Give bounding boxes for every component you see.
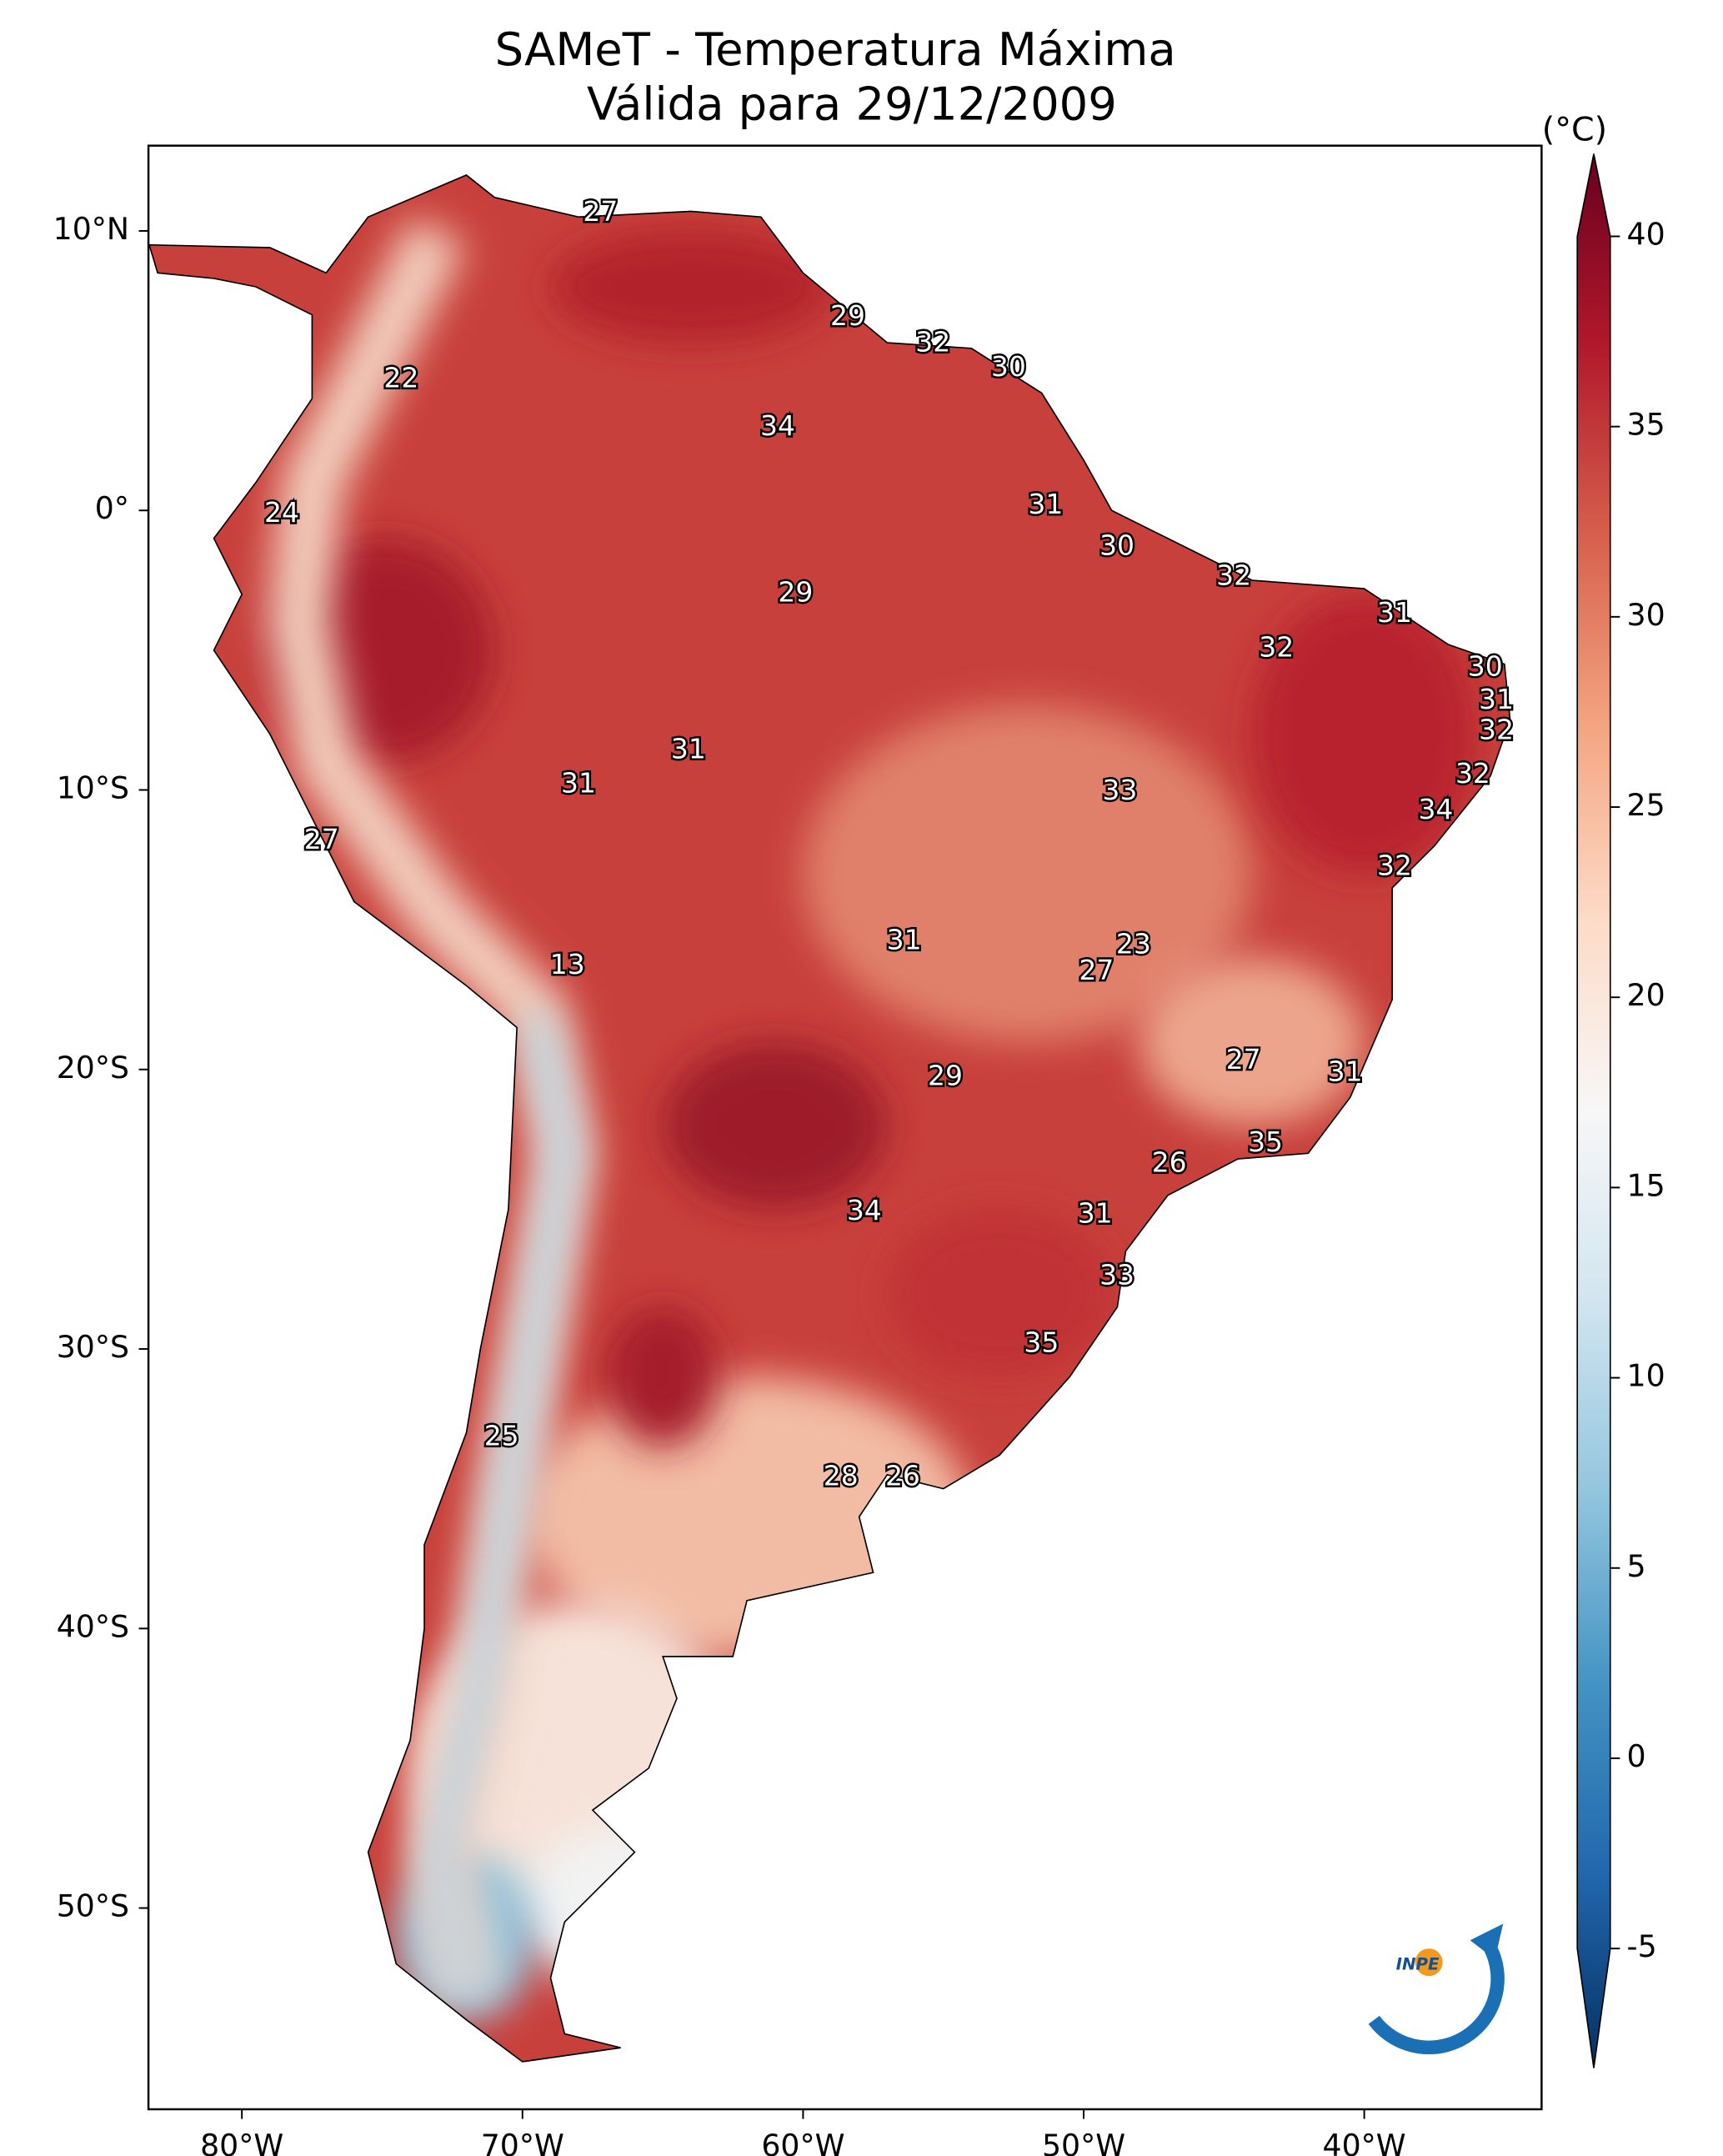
station-label: 29 [830,299,865,332]
station-label: 31 [1028,488,1063,520]
temperature-patch [1139,957,1365,1126]
colorbar-tick-label: 0 [1627,1738,1646,1774]
temperature-patch [803,705,1252,1043]
logo-arrow [1470,1923,1504,1960]
colorbar-body [1576,153,1611,2068]
station-label: 33 [1102,774,1137,806]
station-label: 23 [1116,927,1151,960]
temperature-patch [522,1823,748,1993]
x-tick-label: 40°W [1323,2128,1406,2156]
y-tick-label: 30°S [57,1329,129,1365]
station-label: 31 [1328,1055,1363,1088]
temperature-patch [1251,594,1477,875]
station-label: 32 [1377,850,1412,882]
station-label: 27 [1079,954,1114,986]
title-line: Válida para 29/12/2009 [587,78,1117,131]
x-tick-label: 60°W [761,2128,844,2156]
station-label: 25 [484,1420,519,1452]
station-label: 29 [778,576,813,609]
colorbar-tick-label: 5 [1627,1548,1646,1584]
station-label: 13 [550,948,585,980]
colorbar-tick-label: 10 [1627,1358,1665,1394]
station-label: 31 [887,924,922,956]
temperature-patch [550,230,832,343]
station-label: 26 [1152,1146,1187,1179]
y-tick-label: 10°S [57,770,129,805]
colorbar-tick-label: 15 [1627,1167,1665,1203]
station-label: 31 [1377,596,1412,629]
station-label: 35 [1248,1126,1283,1158]
station-label: 34 [760,409,795,442]
temperature-patch [887,1208,1112,1377]
station-label: 27 [304,823,339,855]
station-label: 27 [583,195,618,228]
logo-text: INPE [1396,1954,1440,1973]
y-tick-label: 20°S [57,1050,129,1086]
station-label: 31 [1078,1196,1113,1229]
y-tick-label: 10°N [53,211,129,247]
station-label: 29 [928,1060,963,1092]
title-line: SAMeT - Temperatura Máxima [495,23,1176,76]
station-label: 26 [885,1459,920,1492]
station-label: 30 [1099,529,1134,561]
station-label: 32 [915,326,950,358]
x-tick-label: 80°W [200,2128,283,2156]
station-label: 28 [824,1459,859,1492]
station-label: 22 [383,361,418,394]
y-tick-label: 50°S [57,1888,129,1924]
station-label: 35 [1024,1326,1059,1358]
station-label: 32 [1455,757,1490,790]
x-tick-label: 50°W [1042,2128,1125,2156]
colorbar-tick-label: 35 [1627,407,1665,443]
station-label: 31 [1479,683,1514,715]
logo-dot [1415,1948,1443,1977]
station-label: 27 [1226,1043,1261,1075]
station-label: 34 [847,1194,882,1226]
y-tick-label: 40°S [57,1608,129,1644]
coastline [148,174,1511,2063]
station-label: 32 [1479,713,1514,745]
colorbar-tick-label: 25 [1627,787,1665,823]
station-label: 24 [264,496,299,529]
temperature-patch [663,1040,888,1210]
logo: INPE [1368,1923,1505,2054]
x-tick-label: 70°W [481,2128,564,2156]
y-tick-label: 0° [95,490,129,526]
station-label: 30 [1468,650,1503,683]
colorbar-tick-label: 20 [1627,977,1665,1013]
station-label: 34 [1418,793,1453,825]
colorbar-tick-label: 40 [1627,216,1665,252]
logo-arc [1368,1933,1505,2054]
map-frame [147,144,1543,2111]
colorbar-label: (°C) [1542,111,1607,149]
andes-cold [423,1010,580,1995]
colorbar: -5 0 5 10 15 20 25 30 35 40 [1576,153,1665,2068]
station-label: 31 [671,732,706,765]
station-label: 33 [1099,1259,1134,1291]
station-label: 32 [1259,630,1294,663]
colorbar-tick-label: -5 [1627,1928,1657,1964]
station-label: 31 [561,767,596,800]
temperature-field [267,217,1477,2021]
map: 80°W 70°W 60°W 50°W 40°W 10°N 0° 10°S 20°S 30°S 40… [53,174,1515,2156]
station-label: 32 [1216,559,1251,592]
temperature-patch [606,1306,719,1447]
station-label: 30 [991,350,1026,383]
colorbar-tick-label: 30 [1627,597,1665,633]
